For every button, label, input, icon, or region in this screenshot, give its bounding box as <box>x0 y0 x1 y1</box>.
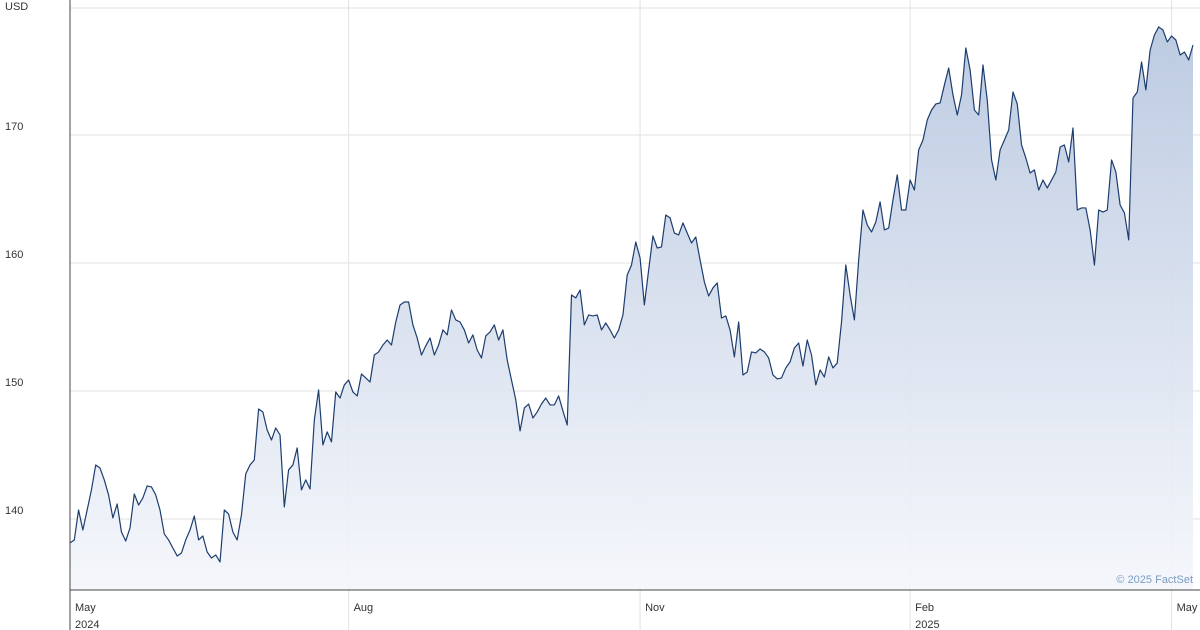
x-year-label: 2025 <box>915 619 939 630</box>
y-unit-label: USD <box>5 1 28 13</box>
price-area <box>70 26 1193 590</box>
y-tick-label: 150 <box>5 377 23 389</box>
x-tick-label: Feb <box>915 602 934 614</box>
y-tick-label: 140 <box>5 505 23 517</box>
y-tick-label: 170 <box>5 121 23 133</box>
credit: © 2025 FactSet <box>1116 574 1193 586</box>
price-line <box>69 26 1194 563</box>
x-tick-label: Aug <box>354 602 374 614</box>
x-year-label: 2024 <box>75 619 99 630</box>
x-tick-label: May <box>1177 602 1198 614</box>
x-tick-label: May <box>75 602 96 614</box>
x-tick-label: Nov <box>645 602 665 614</box>
y-tick-label: 160 <box>5 249 23 261</box>
